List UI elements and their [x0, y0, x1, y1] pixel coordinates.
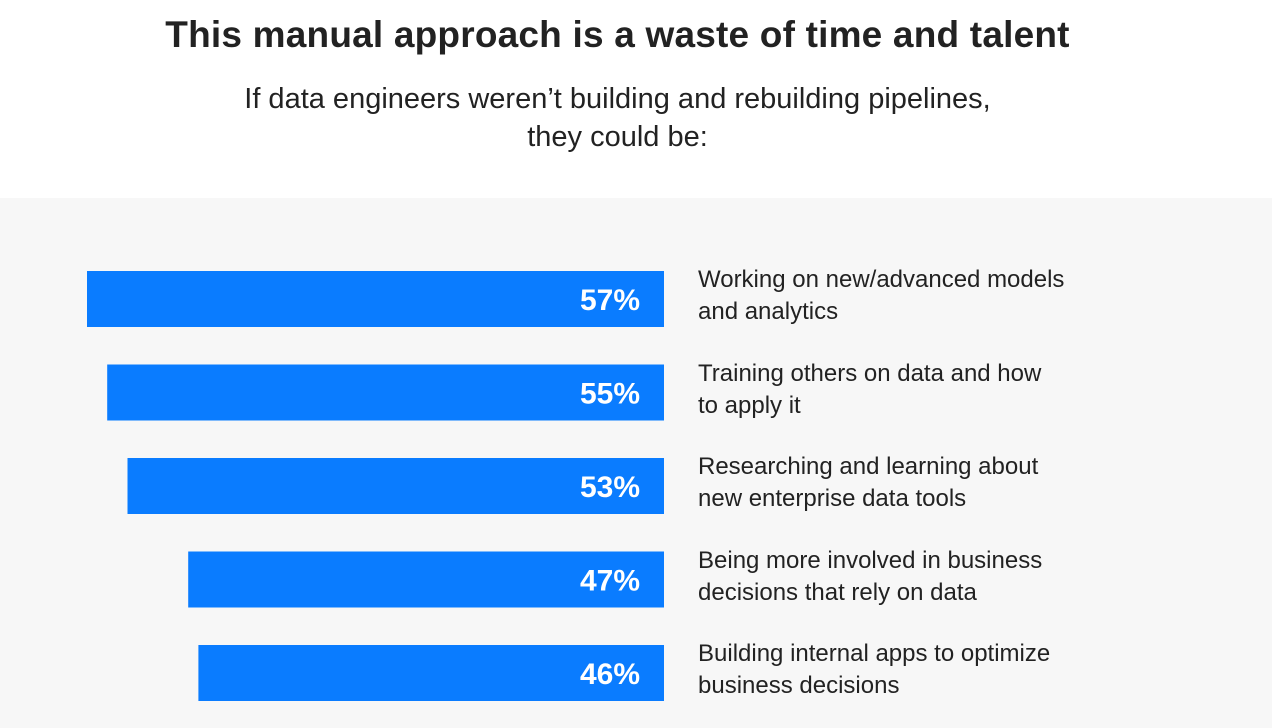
category-label-line-2: new enterprise data tools — [698, 485, 967, 512]
category-label-4: Being more involved in business decisions… — [698, 545, 1168, 609]
category-label-line-1: Being more involved in business — [698, 546, 1043, 574]
category-label-line-2: to apply it — [698, 391, 801, 419]
category-label-line-1: Building internal apps to optimize — [698, 640, 1051, 667]
category-label-line-2: and analytics — [698, 298, 839, 325]
bar-chart: 57% 55% 53% 47% 46% — [87, 271, 664, 701]
bar-value-label-3: 53% — [580, 471, 640, 504]
bar-5 — [198, 645, 664, 701]
bar-2 — [107, 364, 664, 421]
category-label-line-1: Training others on data and how — [698, 359, 1042, 387]
bar-value-label-2: 55% — [580, 378, 640, 411]
category-label-line-2: business decisions — [698, 672, 900, 699]
category-label-5: Building internal apps to optimize busine… — [698, 638, 1168, 702]
bar-value-label-5: 46% — [580, 658, 640, 691]
subtitle-line-2: they could be: — [527, 121, 708, 153]
category-label-line-1: Working on new/advanced models — [698, 266, 1065, 293]
category-label-2: Training others on data and how to apply … — [698, 358, 1168, 422]
category-label-line-1: Researching and learning about — [698, 453, 1039, 480]
page-title: This manual approach is a waste of time … — [165, 14, 1070, 55]
category-label-1: Working on new/advanced models and analyt… — [698, 264, 1168, 328]
bar-1 — [87, 271, 664, 327]
page-subtitle: If data engineers weren’t building and r… — [0, 80, 1235, 156]
bar-value-label-4: 47% — [580, 565, 640, 598]
bar-4 — [188, 551, 664, 608]
bar-value-label-1: 57% — [580, 284, 640, 317]
header: This manual approach is a waste of time … — [0, 0, 1272, 198]
category-label-line-2: decisions that rely on data — [698, 578, 977, 606]
category-label-3: Researching and learning about new enterp… — [698, 451, 1168, 515]
bar-3 — [127, 458, 664, 514]
subtitle-line-1: If data engineers weren’t building and r… — [244, 83, 991, 115]
